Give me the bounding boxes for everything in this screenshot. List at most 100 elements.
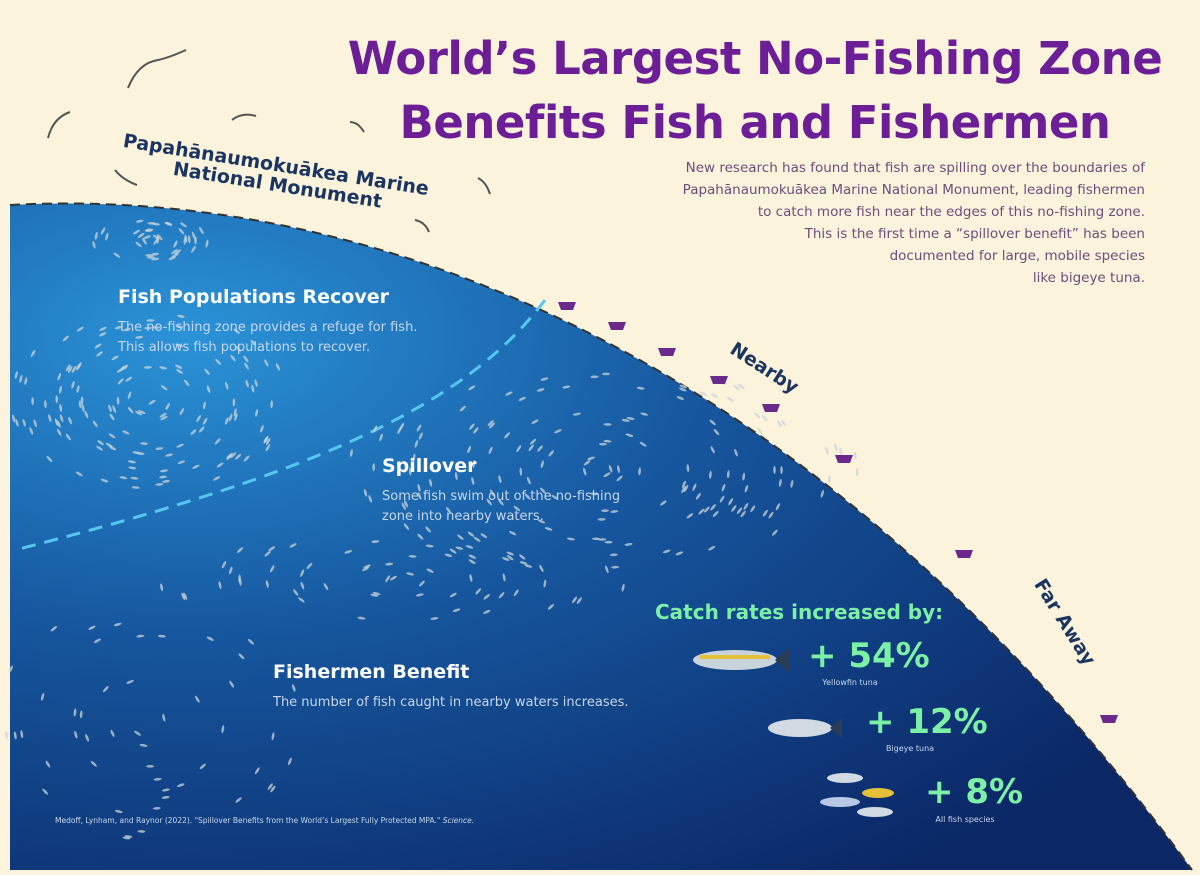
fish [675,551,684,556]
fish [539,564,544,572]
intro-line: This is the first time a “spillover bene… [804,226,1145,242]
fish [590,492,599,496]
fish [418,432,423,440]
fish [180,222,187,228]
fish [255,408,259,417]
fish [537,519,546,524]
fish [156,234,163,241]
fish [161,788,170,792]
fish [79,710,83,719]
fish [73,708,77,717]
fish [171,249,178,255]
fish [624,542,633,546]
fish [144,326,153,330]
fish [81,404,85,412]
fish [686,464,690,473]
fish [506,555,514,561]
fish [475,588,482,595]
fish [109,413,115,421]
fish [128,466,137,470]
fish [80,396,84,405]
fish [773,466,776,474]
fish [114,325,123,330]
fish [486,498,492,506]
fish [699,391,707,396]
fish [468,559,476,565]
fish [134,730,141,736]
fish [750,505,756,513]
fish [165,453,174,457]
fish [562,385,571,389]
species-label: Yellowfin tuna [822,678,878,687]
citation-text: Medoff, Lynham, and Raynor (2022). "Spil… [55,816,441,825]
fish [531,419,539,424]
fish [68,416,73,425]
fish [603,423,612,426]
fish [429,478,433,487]
fish [426,568,434,573]
fish [408,467,412,476]
fish [126,679,134,684]
fish [827,475,831,484]
fish [768,511,774,519]
fish [235,797,242,803]
fish [640,412,649,416]
fish [232,398,236,407]
fish [125,376,133,382]
fish [288,757,292,766]
fish [776,420,783,428]
fish [602,372,610,376]
fish [181,592,186,601]
fish [610,510,619,513]
fish [245,379,249,388]
fish [176,443,184,448]
fish [135,241,142,248]
fish [265,444,271,452]
fish [370,593,379,597]
fish [621,583,625,592]
fish [488,422,496,429]
fish [22,418,26,427]
fish [127,391,132,400]
fish [71,381,75,389]
fish [19,374,23,383]
fish [540,460,544,469]
fish [143,235,151,240]
fish [56,420,61,428]
fish [59,414,64,423]
fish [254,767,260,775]
fish [679,384,688,389]
fish [194,695,200,703]
fish [122,328,131,332]
fish [530,438,537,445]
fish [187,235,191,244]
fish [298,597,305,603]
fish [597,518,606,521]
fish [243,355,249,363]
fish [425,526,431,533]
fish [449,592,457,598]
fish [171,253,179,258]
fish [67,365,73,373]
fish [179,408,185,416]
fish [625,433,634,437]
fish [177,314,186,318]
fish [539,487,546,494]
fish [221,725,225,734]
intro-line: documented for large, mobile species [889,248,1145,264]
fish [50,626,57,632]
fish [5,731,8,740]
fish [153,238,159,245]
fish [743,502,749,510]
fish [513,505,521,512]
fish [676,396,685,400]
fish [96,445,104,451]
fish [412,453,416,462]
fish [114,809,123,814]
fish [781,419,787,427]
fish [554,429,562,434]
fish [662,549,671,554]
fish [244,362,249,370]
fish [113,622,122,627]
